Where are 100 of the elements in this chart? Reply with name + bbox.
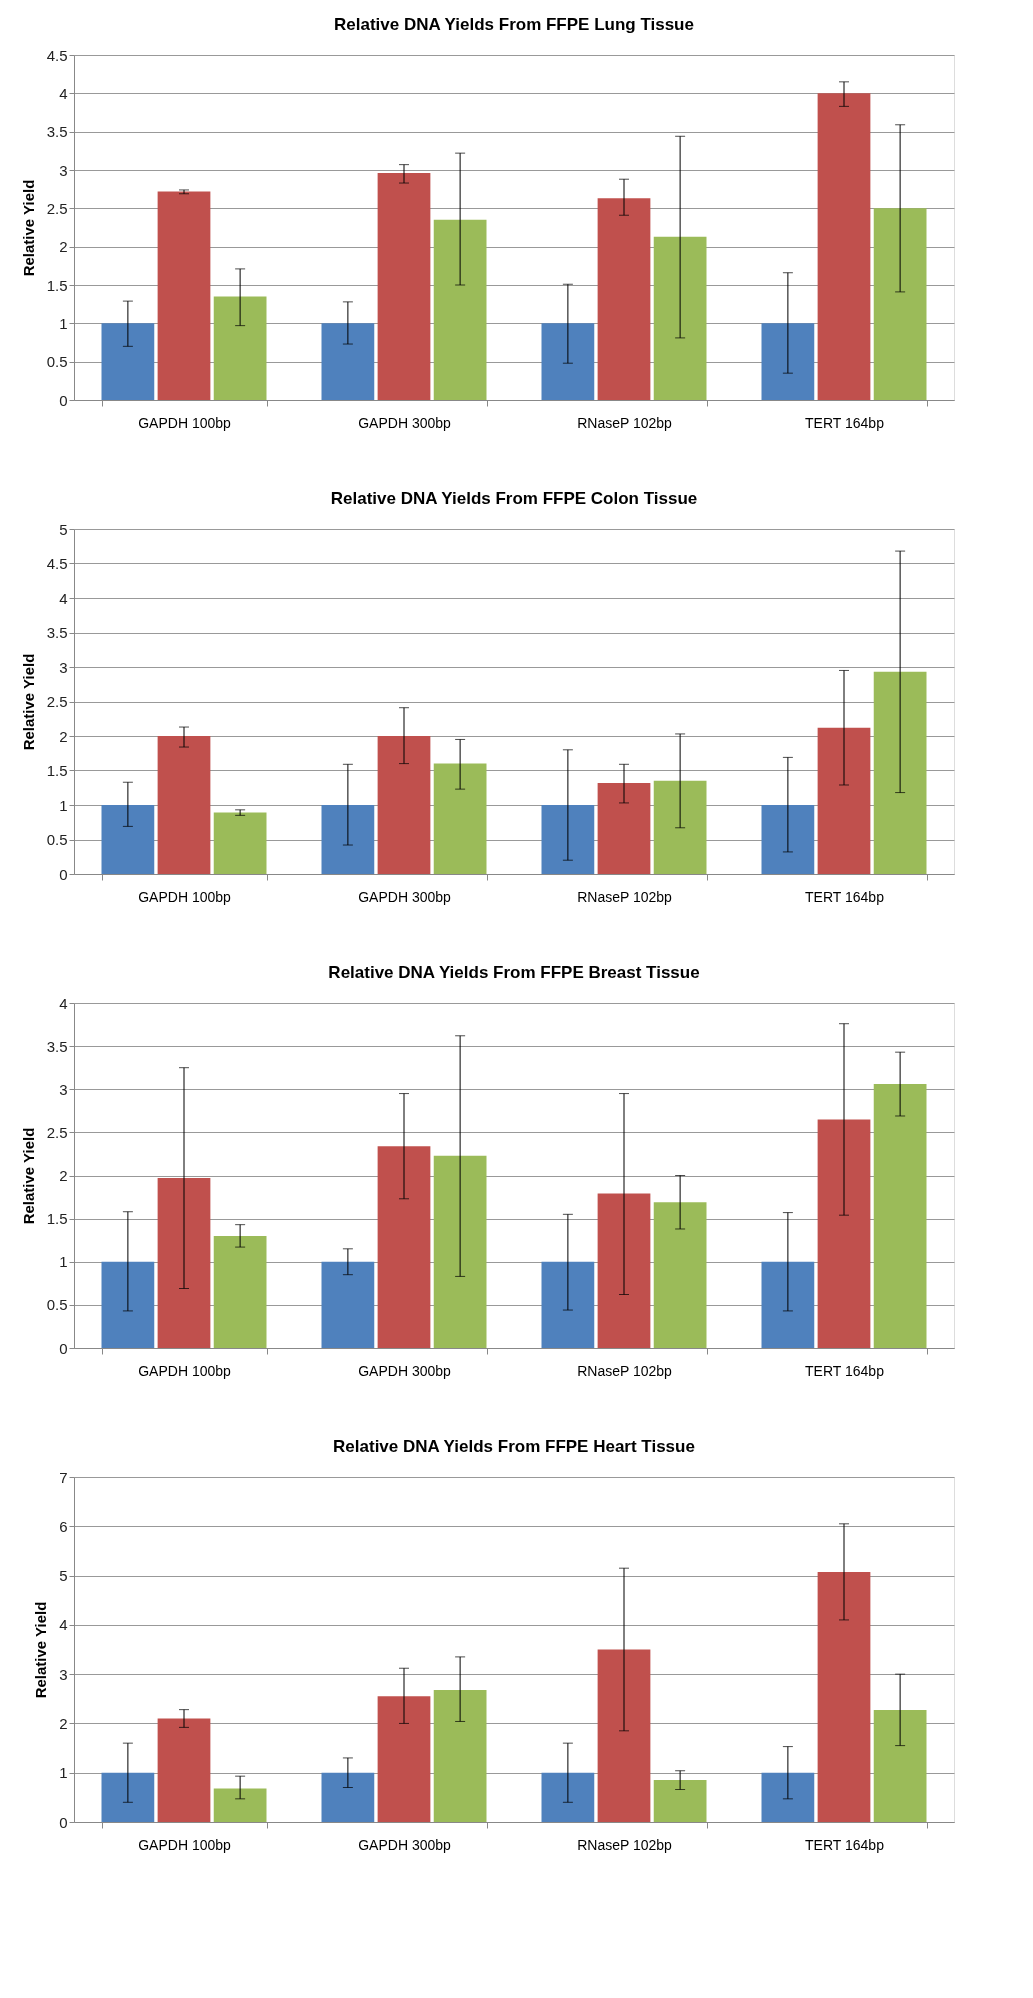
y-tick-label: 3 [59, 1665, 68, 1683]
bar [433, 1689, 487, 1822]
chart-title: Relative DNA Yields From FFPE Breast Tissue [328, 963, 700, 982]
chart-title: Relative DNA Yields From FFPE Heart Tissue [333, 1437, 695, 1456]
bar [157, 191, 211, 400]
y-tick-label: 4 [59, 589, 68, 607]
y-tick-label: 4.5 [46, 555, 68, 572]
y-tick-label: 2.5 [46, 693, 68, 710]
bar [157, 1718, 211, 1822]
y-tick-label: 3.5 [46, 1037, 68, 1055]
chart-title: Relative DNA Yields From FFPE Colon Tissue [330, 489, 698, 508]
y-tick-label: 2 [59, 238, 68, 256]
y-tick-label: 3 [59, 1080, 68, 1098]
bar [377, 736, 431, 874]
x-tick-label: GAPDH 300bp [358, 1836, 452, 1853]
bar [761, 805, 815, 874]
bar [873, 1710, 927, 1822]
bar [377, 173, 431, 400]
bar [873, 1084, 927, 1348]
bar [597, 1193, 651, 1348]
bar [101, 323, 155, 400]
y-tick-label: 2.5 [46, 1123, 68, 1141]
x-tick-label: RNaseP 102bp [577, 1836, 673, 1853]
y-tick-label: 2 [59, 1714, 68, 1732]
x-tick-label: GAPDH 100bp [138, 1362, 232, 1379]
bar [377, 1696, 431, 1822]
x-tick-label: RNaseP 102bp [577, 1362, 673, 1379]
y-tick-label: 3 [59, 658, 68, 676]
bar [761, 1772, 815, 1822]
bar [873, 208, 927, 400]
y-tick-label: 5 [59, 520, 68, 538]
y-tick-label: 4 [59, 84, 68, 102]
x-tick-label: GAPDH 100bp [138, 1836, 232, 1853]
x-tick-label: RNaseP 102bp [577, 414, 673, 431]
y-axis-title: Relative Yield [19, 1127, 37, 1225]
x-tick-label: TERT 164bp [805, 1362, 885, 1379]
bar [541, 805, 595, 874]
bar [377, 1146, 431, 1348]
y-tick-label: 3 [59, 161, 68, 179]
bar [213, 1235, 267, 1348]
bar [321, 805, 375, 874]
bar [597, 1649, 651, 1822]
bar [653, 236, 707, 400]
bar [321, 1261, 375, 1348]
bar [157, 1178, 211, 1348]
y-tick-label: 0 [59, 1339, 68, 1357]
x-tick-label: RNaseP 102bp [577, 888, 673, 905]
bar [817, 1572, 871, 1822]
y-tick-label: 1.5 [46, 762, 68, 779]
bar [817, 93, 871, 400]
bar [213, 1788, 267, 1822]
x-tick-label: TERT 164bp [805, 1836, 885, 1853]
bar [213, 812, 267, 874]
y-tick-label: 7 [59, 1468, 68, 1486]
bar [653, 1202, 707, 1348]
bar [541, 1772, 595, 1822]
y-axis-title: Relative Yield [32, 1601, 50, 1699]
bar [817, 727, 871, 874]
y-tick-label: 2 [59, 1167, 68, 1184]
bar [653, 780, 707, 874]
y-tick-label: 1 [59, 1764, 68, 1782]
bar [761, 1261, 815, 1348]
y-tick-label: 4.5 [46, 46, 68, 64]
bar [761, 323, 815, 400]
y-tick-label: 2.5 [46, 199, 68, 217]
x-tick-label: GAPDH 100bp [138, 414, 232, 431]
bar [541, 323, 595, 400]
bar [213, 296, 267, 400]
y-tick-label: 4 [59, 1616, 68, 1634]
bar [873, 671, 927, 874]
y-axis-title: Relative Yield [19, 179, 37, 277]
y-tick-label: 0 [59, 391, 68, 409]
y-tick-label: 0 [59, 865, 68, 883]
y-tick-label: 1.5 [46, 1210, 68, 1228]
bar [321, 1772, 375, 1822]
y-tick-label: 4 [59, 994, 68, 1012]
y-tick-label: 0.5 [46, 1296, 68, 1314]
y-tick-label: 0 [59, 1813, 68, 1831]
bar [653, 1780, 707, 1822]
bar [433, 219, 487, 400]
bar [101, 805, 155, 874]
y-tick-label: 2 [59, 727, 68, 745]
x-tick-label: GAPDH 100bp [138, 888, 232, 905]
y-tick-label: 1 [59, 796, 68, 814]
x-tick-label: TERT 164bp [805, 414, 885, 431]
bar [433, 763, 487, 874]
chart-title: Relative DNA Yields From FFPE Lung Tissue [334, 15, 694, 34]
bar [817, 1119, 871, 1348]
bar [541, 1261, 595, 1348]
bar [321, 323, 375, 400]
y-tick-label: 3.5 [46, 123, 68, 141]
x-tick-label: GAPDH 300bp [358, 1362, 452, 1379]
y-tick-label: 1.5 [46, 276, 68, 294]
y-tick-label: 3.5 [46, 624, 68, 641]
y-tick-label: 5 [59, 1567, 68, 1585]
x-tick-label: GAPDH 300bp [358, 888, 452, 905]
y-tick-label: 6 [59, 1517, 68, 1535]
bar [101, 1261, 155, 1348]
bar [101, 1772, 155, 1822]
y-tick-label: 0.5 [46, 831, 68, 848]
